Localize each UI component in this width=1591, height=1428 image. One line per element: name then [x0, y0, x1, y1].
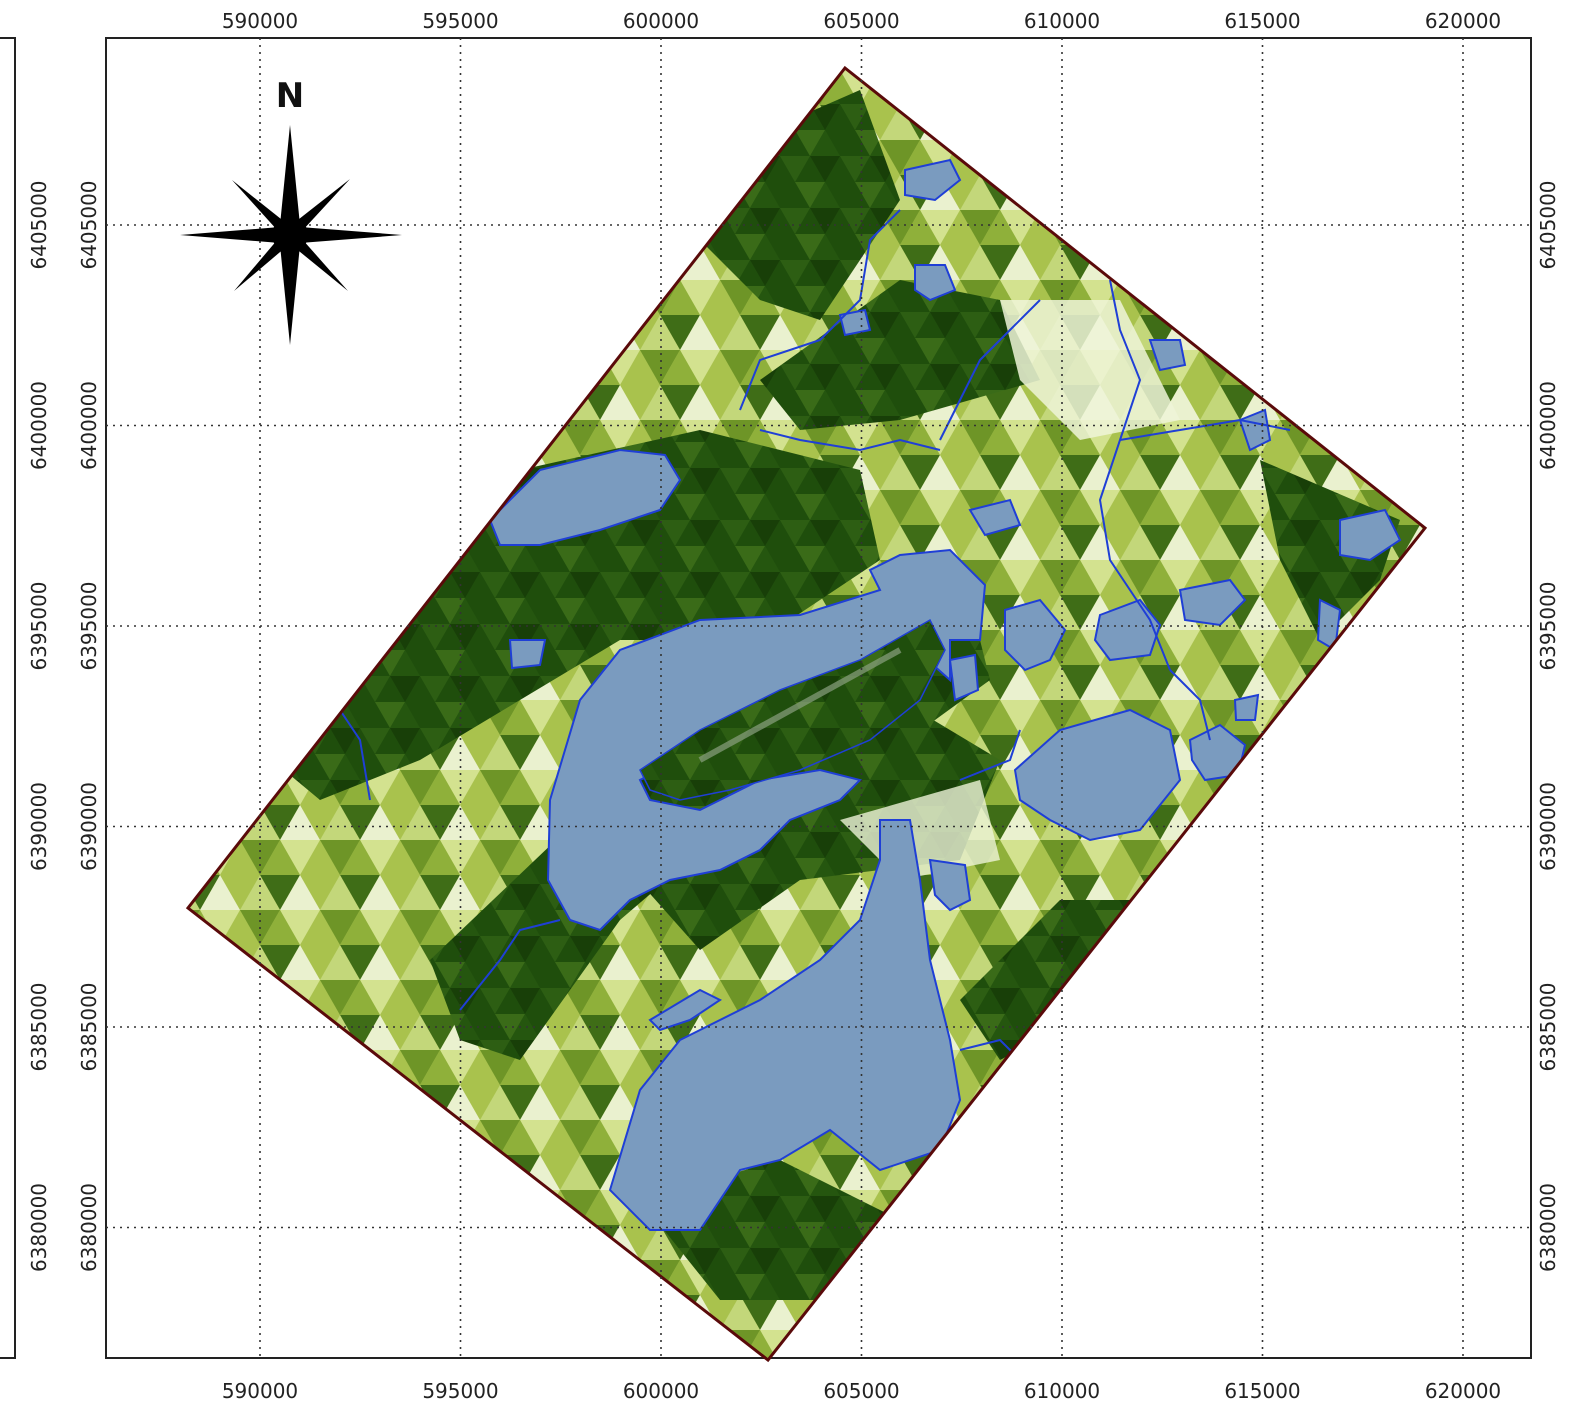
lake — [508, 639, 547, 670]
y-tick-label-right: 6390000 — [1536, 782, 1560, 871]
x-tick-label-bottom: 590000 — [222, 1379, 298, 1403]
lake — [1178, 578, 1247, 627]
lake-main-lower — [608, 819, 962, 1231]
x-tick-label-bottom: 620000 — [1425, 1379, 1501, 1403]
lake — [648, 988, 722, 1032]
x-tick-label-bottom: 610000 — [1024, 1379, 1100, 1403]
study-area-boundary — [185, 65, 1428, 1363]
north-arrow: N — [180, 76, 402, 345]
river — [959, 729, 1021, 781]
lake — [904, 158, 962, 202]
lake — [1339, 508, 1402, 562]
lake — [1233, 693, 1260, 721]
x-tick-label-top: 595000 — [422, 9, 498, 33]
y-tick-label-outer: 6385000 — [27, 982, 51, 1071]
x-tick-label-bottom: 595000 — [422, 1379, 498, 1403]
y-tick-label-right: 6395000 — [1536, 581, 1560, 670]
river — [459, 919, 561, 1011]
x-tick-label-top: 620000 — [1425, 9, 1501, 33]
river — [939, 299, 1041, 441]
vegetation-dark-belt — [200, 430, 880, 800]
river — [759, 429, 941, 452]
water-bodies — [488, 158, 1402, 1231]
compass-star-icon — [180, 125, 402, 345]
x-tick-label-top: 615000 — [1224, 9, 1300, 33]
y-tick-label-right: 6380000 — [1536, 1183, 1560, 1272]
lake — [928, 858, 972, 912]
river — [1169, 669, 1211, 741]
lake — [914, 264, 957, 302]
x-tick-label-top: 600000 — [623, 9, 699, 33]
lake — [1013, 708, 1182, 842]
lake — [838, 308, 872, 337]
y-tick-label-outer: 6380000 — [27, 1183, 51, 1272]
lake — [1148, 339, 1187, 372]
lake — [1238, 408, 1272, 452]
vegetation-dark-belt — [960, 900, 1140, 1060]
y-tick-label-right: 6405000 — [1536, 180, 1560, 269]
river — [1119, 418, 1291, 441]
lake — [1093, 598, 1162, 662]
y-tick-label-outer: 6395000 — [27, 581, 51, 670]
y-tick-label-left: 6385000 — [77, 982, 101, 1071]
vegetation-dark-belt — [760, 280, 1040, 430]
vegetation-dark-belt — [620, 700, 1000, 950]
x-tick-label-top: 605000 — [823, 9, 899, 33]
y-tick-label-left: 6380000 — [77, 1183, 101, 1272]
y-tick-label-left: 6405000 — [77, 180, 101, 269]
x-tick-label-bottom: 600000 — [623, 1379, 699, 1403]
coordinate-labels: 590000 590000 595000 595000 600000 600000 6050… — [27, 9, 1560, 1403]
y-tick-label-outer: 6390000 — [27, 782, 51, 871]
river — [739, 209, 901, 411]
x-tick-label-top: 590000 — [222, 9, 298, 33]
x-tick-label-top: 610000 — [1024, 9, 1100, 33]
lake — [948, 653, 980, 702]
y-tick-label-outer: 6405000 — [27, 180, 51, 269]
y-tick-label-left: 6390000 — [77, 782, 101, 871]
lake — [1004, 598, 1067, 672]
x-tick-label-bottom: 615000 — [1224, 1379, 1300, 1403]
y-tick-label-right: 6400000 — [1536, 381, 1560, 470]
island-strip — [698, 647, 902, 763]
y-tick-label-left: 6400000 — [77, 381, 101, 470]
y-tick-label-outer: 6400000 — [27, 381, 51, 470]
graticule — [106, 38, 1531, 1358]
vegetation-dark-belt — [1260, 460, 1400, 640]
river — [1098, 279, 1171, 671]
left-panel-edge — [0, 37, 16, 1359]
vegetation-pale — [1000, 300, 1180, 440]
y-tick-label-right: 6385000 — [1536, 982, 1560, 1071]
north-label: N — [276, 76, 304, 116]
y-tick-label-left: 6395000 — [77, 581, 101, 670]
lake — [968, 498, 1022, 537]
river — [339, 709, 371, 801]
x-tick-label-bottom: 605000 — [823, 1379, 899, 1403]
rivers — [339, 209, 1291, 1061]
lake — [488, 448, 682, 546]
